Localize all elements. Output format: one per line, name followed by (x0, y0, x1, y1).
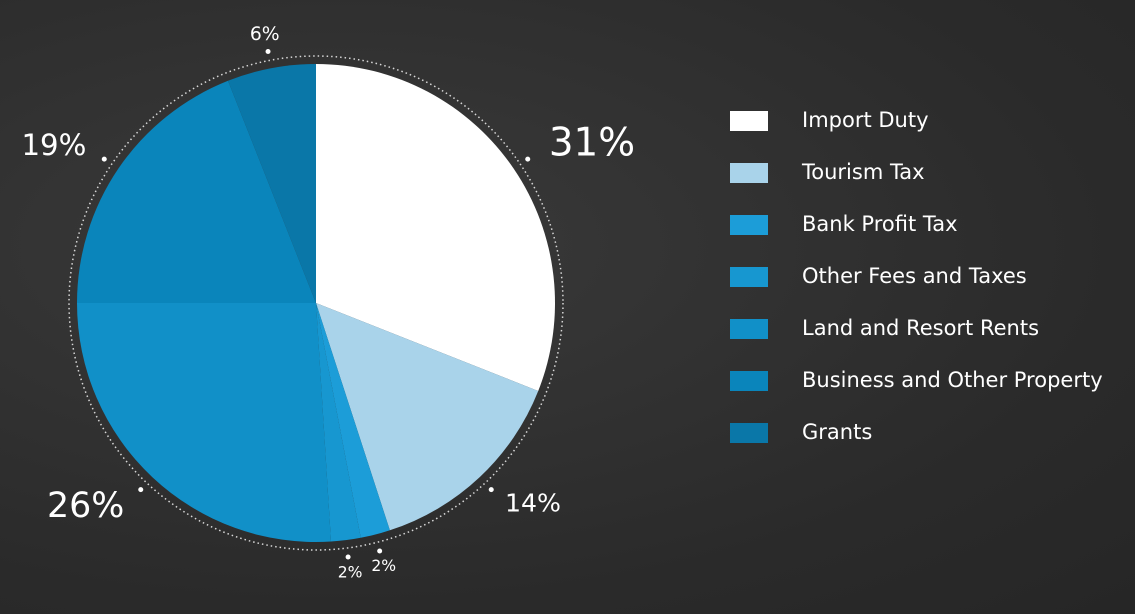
label-dot (488, 487, 494, 493)
legend-label: Grants (802, 420, 872, 444)
legend-label: Tourism Tax (801, 160, 925, 184)
legend-label: Import Duty (802, 108, 929, 132)
legend-swatch (730, 319, 768, 339)
legend-label: Business and Other Property (802, 368, 1103, 392)
legend-swatch (730, 423, 768, 443)
pie-slice (316, 303, 361, 542)
legend-label: Land and Resort Rents (802, 316, 1039, 340)
label-dot (101, 156, 107, 162)
dotted-ring (68, 55, 564, 551)
label-dot (525, 156, 531, 162)
pie-slice (316, 64, 555, 391)
data-label: 2% (338, 564, 363, 582)
data-label: 6% (250, 24, 280, 45)
legend-swatch (730, 111, 768, 131)
legend-swatch (730, 267, 768, 287)
data-label: 26% (47, 486, 124, 526)
legend-label: Bank Profit Tax (802, 212, 958, 236)
data-label: 14% (505, 488, 561, 517)
pie-slice (316, 303, 390, 538)
pie-slice (228, 64, 316, 303)
legend-swatch (730, 215, 768, 235)
legend-label: Other Fees and Taxes (802, 264, 1027, 288)
legend-swatch (730, 163, 768, 183)
data-label: 19% (21, 128, 86, 162)
data-label: 2% (371, 557, 396, 575)
pie-slice (77, 80, 316, 303)
label-dot (138, 487, 144, 493)
label-dot (377, 548, 383, 554)
data-label: 31% (549, 120, 635, 165)
pie-slice (77, 303, 332, 542)
pie-slice (316, 303, 539, 531)
legend-swatch (730, 371, 768, 391)
label-dot (345, 554, 351, 560)
label-dot (265, 49, 271, 55)
